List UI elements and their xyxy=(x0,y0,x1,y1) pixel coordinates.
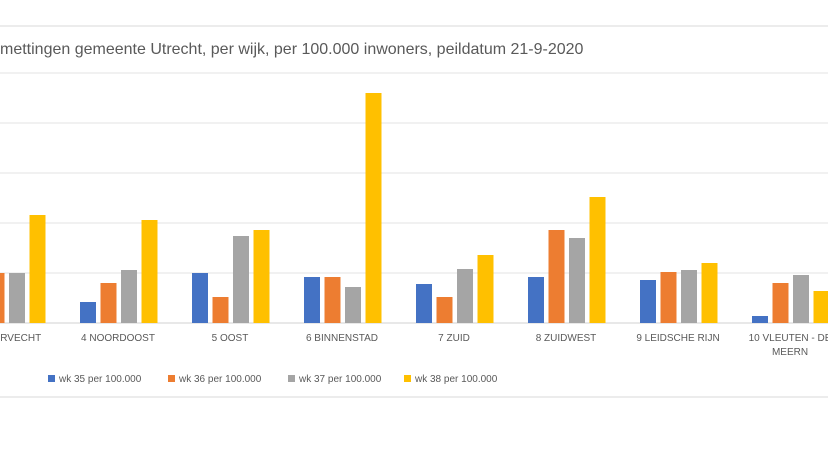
bar-1-2 xyxy=(80,302,96,323)
category-label: 3 OVERVECHT xyxy=(0,333,41,344)
bar-2-5 xyxy=(436,297,453,323)
legend-item: wk 35 per 100.000 xyxy=(48,374,142,385)
bar-4-5 xyxy=(477,255,494,323)
category-label: 8 ZUIDWEST xyxy=(536,333,597,344)
bar-2-1 xyxy=(0,273,5,323)
bar-3-7 xyxy=(681,270,697,323)
bar-2-8 xyxy=(772,283,789,323)
legend-swatch xyxy=(48,375,55,382)
bar-1-7 xyxy=(640,280,656,323)
bar-3-1 xyxy=(9,273,25,323)
bar-3-8 xyxy=(793,275,809,323)
category-label: 7 ZUID xyxy=(438,333,470,344)
legend-label: wk 37 per 100.000 xyxy=(298,374,382,385)
legend-item: wk 36 per 100.000 xyxy=(168,374,262,385)
bar-4-3 xyxy=(253,230,270,323)
bar-3-3 xyxy=(233,236,249,323)
legend-label: wk 35 per 100.000 xyxy=(58,374,142,385)
bar-1-4 xyxy=(304,277,320,323)
legend-swatch xyxy=(168,375,175,382)
category-label: 4 NOORDOOST xyxy=(81,333,155,344)
bar-2-4 xyxy=(324,277,341,323)
bar-4-4 xyxy=(365,93,382,323)
category-label: 5 OOST xyxy=(212,333,249,344)
bar-3-4 xyxy=(345,287,361,323)
bar-1-5 xyxy=(416,284,432,323)
bar-4-6 xyxy=(589,197,606,323)
bar-4-1 xyxy=(29,215,46,323)
bar-2-2 xyxy=(100,283,117,323)
bar-1-3 xyxy=(192,273,208,323)
bar-1-8 xyxy=(752,316,768,323)
legend-item: wk 38 per 100.000 xyxy=(404,374,498,385)
legend-swatch xyxy=(404,375,411,382)
bar-4-7 xyxy=(701,263,718,323)
category-label: 9 LEIDSCHE RIJN xyxy=(636,333,719,344)
bar-1-6 xyxy=(528,277,544,323)
legend-swatch xyxy=(288,375,295,382)
bar-2-6 xyxy=(548,230,565,323)
bar-2-7 xyxy=(660,272,677,323)
legend-label: wk 36 per 100.000 xyxy=(178,374,262,385)
category-label: 10 VLEUTEN - DE MEERN xyxy=(749,333,828,358)
legend-label: wk 38 per 100.000 xyxy=(414,374,498,385)
bar-4-2 xyxy=(141,220,158,323)
legend-item: wk 37 per 100.000 xyxy=(288,374,382,385)
bar-3-2 xyxy=(121,270,137,323)
bar-3-5 xyxy=(457,269,473,323)
category-label: 6 BINNENSTAD xyxy=(306,333,378,344)
chart-title: mettingen gemeente Utrecht, per wijk, pe… xyxy=(0,41,584,58)
bar-2-3 xyxy=(212,297,229,323)
bar-3-6 xyxy=(569,238,585,323)
bar-4-8 xyxy=(813,291,828,323)
